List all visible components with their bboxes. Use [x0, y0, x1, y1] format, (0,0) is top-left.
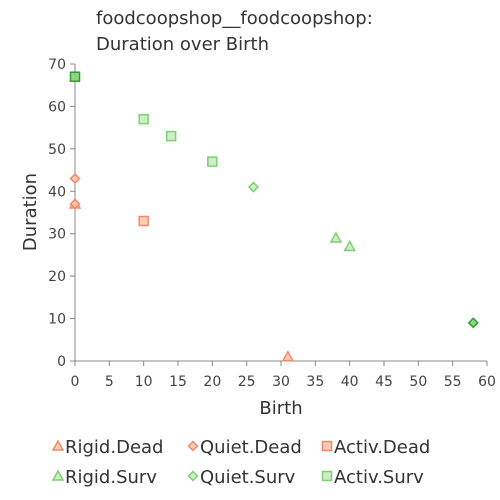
point-activ-surv	[165, 130, 177, 142]
point-quiet-surv	[247, 181, 260, 193]
x-tick-label: 55	[444, 374, 462, 390]
x-tick-label: 15	[169, 374, 187, 390]
point-rigid-surv	[329, 231, 343, 243]
point-rigid-dead	[281, 350, 295, 362]
legend-label-rigid-surv: Rigid.Surv	[65, 467, 157, 488]
x-tick-label: 10	[135, 374, 153, 390]
x-tick-label: 25	[238, 374, 256, 390]
legend-marker-activ-surv	[321, 470, 333, 482]
x-tick-label: 50	[409, 374, 427, 390]
point-quiet-dead	[69, 172, 81, 185]
x-tick-label: 0	[71, 374, 80, 390]
point-quiet-surv	[467, 317, 479, 329]
y-tick-label: 10	[48, 312, 66, 328]
point-activ-surv	[69, 71, 81, 82]
point-activ-surv	[207, 156, 218, 167]
y-axis-label: Duration	[20, 173, 41, 251]
x-tick-label: 5	[105, 374, 114, 390]
point-activ-surv	[138, 113, 149, 125]
legend-label-quiet-dead: Quiet.Dead	[200, 437, 302, 458]
data-points	[68, 71, 479, 362]
x-axis-label: Birth	[259, 398, 302, 419]
y-tick-label: 40	[48, 184, 66, 200]
legend-marker-activ-dead	[321, 440, 333, 452]
legend-marker-quiet-surv	[187, 470, 199, 482]
legend: Rigid.Dead Quiet.Dead Activ.Dead Rigid.Surv…	[51, 437, 430, 488]
point-rigid-surv	[343, 239, 356, 252]
x-tick-label: 35	[306, 374, 324, 390]
x-tick-label: 40	[341, 374, 359, 390]
legend-label-quiet-surv: Quiet.Surv	[200, 467, 296, 488]
x-tick-label: 30	[272, 374, 290, 390]
chart-title-line-2: Duration over Birth	[96, 34, 269, 55]
y-tick-label: 70	[48, 57, 66, 73]
y-tick-label: 60	[48, 99, 66, 115]
legend-label-activ-surv: Activ.Surv	[334, 467, 424, 488]
chart-title-line-1: foodcoopshop__foodcoopshop:	[96, 8, 373, 29]
point-activ-dead	[138, 215, 149, 227]
legend-marker-rigid-surv	[51, 469, 65, 481]
y-tick-label: 50	[48, 142, 66, 158]
axes	[74, 64, 487, 362]
x-tick-label: 45	[375, 374, 393, 390]
point-quiet-dead	[69, 198, 81, 210]
x-tick-label: 60	[478, 374, 496, 390]
y-tick-label: 30	[48, 227, 66, 243]
legend-label-activ-dead: Activ.Dead	[334, 437, 430, 458]
x-tick-label: 20	[203, 374, 221, 390]
y-tick-label: 0	[57, 354, 66, 370]
legend-label-rigid-dead: Rigid.Dead	[65, 437, 163, 458]
legend-marker-rigid-dead	[51, 439, 65, 451]
ticks: 0 5 10 15 20 25 30 35 40 45 50 55 60 0 10 20 30 40 50 60 70	[48, 57, 496, 390]
legend-marker-quiet-dead	[187, 440, 199, 452]
y-tick-label: 20	[48, 269, 66, 285]
